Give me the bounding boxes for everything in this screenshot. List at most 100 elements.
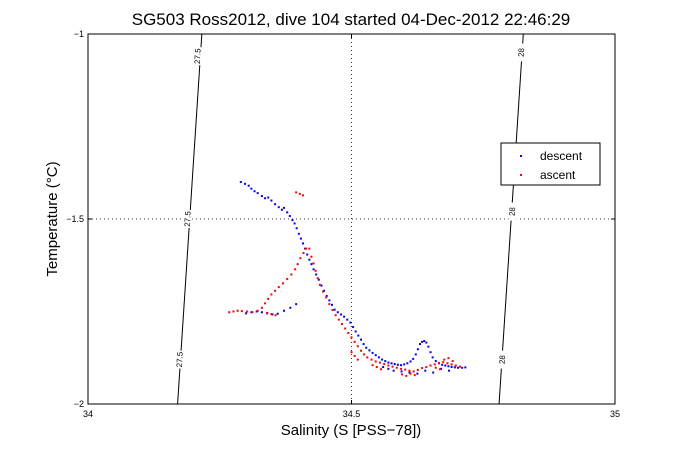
ascent-point xyxy=(251,311,254,314)
descent-point xyxy=(400,370,403,373)
descent-point xyxy=(403,363,406,366)
descent-point xyxy=(264,197,267,200)
ascent-point xyxy=(395,366,398,369)
isopycnal-label: 28 xyxy=(517,47,526,57)
descent-point xyxy=(365,346,368,349)
descent-point xyxy=(432,371,435,374)
descent-point xyxy=(464,366,467,369)
ascent-point xyxy=(375,366,378,368)
ascent-point xyxy=(344,327,347,330)
descent-point xyxy=(352,326,355,329)
descent-point xyxy=(315,273,318,276)
ascent-point xyxy=(425,366,428,368)
descent-point xyxy=(245,312,248,315)
descent-point xyxy=(381,358,384,361)
ascent-point xyxy=(302,252,305,255)
isopycnal-label: 28 xyxy=(508,206,517,216)
descent-point xyxy=(256,192,259,195)
ascent-point xyxy=(302,194,305,197)
isopycnal-label: 28 xyxy=(498,354,507,364)
ascent-point xyxy=(442,361,445,364)
isopycnal-label-bg-1-1 xyxy=(508,202,517,221)
ascent-point xyxy=(274,314,277,317)
ascent-point xyxy=(260,306,263,309)
ascent-point xyxy=(232,310,235,313)
ascent-point xyxy=(370,358,373,361)
descent-point xyxy=(304,247,307,250)
descent-point xyxy=(277,206,280,209)
descent-point xyxy=(293,222,296,225)
descent-point xyxy=(400,364,403,367)
descent-point xyxy=(424,369,427,372)
ascent-point xyxy=(267,297,270,300)
ascent-point xyxy=(256,309,259,312)
ascent-point xyxy=(412,370,415,373)
ascent-point xyxy=(286,277,289,280)
ascent-point xyxy=(409,372,412,375)
ascent-point xyxy=(447,357,450,360)
ascent-point xyxy=(443,358,446,361)
legend: descent ascent xyxy=(500,142,601,186)
descent-point xyxy=(239,181,242,183)
x-tick-label: 35 xyxy=(610,409,620,419)
legend-box xyxy=(500,142,601,186)
descent-point xyxy=(408,371,411,374)
ascent-point xyxy=(437,361,440,364)
descent-point xyxy=(289,306,292,309)
ascent-point xyxy=(450,363,453,366)
descent-point xyxy=(250,311,253,314)
ascent-point xyxy=(228,311,231,314)
descent-point xyxy=(414,353,417,356)
ascent-point xyxy=(334,314,337,317)
descent-point xyxy=(325,294,328,297)
axis-ticks: 34 34.5 35 −2 −1.5 −1 xyxy=(66,29,620,419)
ascent-point xyxy=(298,192,301,195)
descent-point xyxy=(247,184,250,187)
series-ascent xyxy=(228,191,462,377)
descent-point xyxy=(374,354,377,357)
descent-point xyxy=(421,340,424,343)
isopycnal-label-bg-0-2 xyxy=(176,350,185,369)
descent-point xyxy=(409,360,412,363)
ascent-point xyxy=(331,309,334,312)
descent-point xyxy=(419,343,422,346)
ascent-point xyxy=(328,303,331,306)
ascent-point xyxy=(363,353,366,356)
descent-point xyxy=(461,366,464,369)
descent-point xyxy=(295,303,298,306)
descent-point xyxy=(406,362,409,365)
ascent-point xyxy=(359,349,362,352)
isopycnal-label: 27.5 xyxy=(175,351,185,368)
ascent-point xyxy=(305,247,308,250)
density-contours: 27.5 27.5 27.5 28 28 28 xyxy=(175,33,526,405)
descent-point xyxy=(339,313,342,316)
descent-point xyxy=(260,195,263,198)
legend-label-ascent: ascent xyxy=(540,168,576,182)
descent-point xyxy=(270,199,273,202)
descent-point xyxy=(343,315,346,318)
descent-point xyxy=(429,351,432,354)
y-axis-label: Temperature (°C) xyxy=(44,161,61,276)
ascent-point xyxy=(266,311,269,314)
descent-point xyxy=(299,237,302,240)
ascent-point xyxy=(380,368,383,371)
descent-point xyxy=(387,367,390,370)
descent-point xyxy=(441,363,444,366)
descent-point xyxy=(308,258,311,261)
ascent-point xyxy=(295,191,298,194)
ascent-point xyxy=(281,282,284,285)
plot-area: 27.5 27.5 27.5 28 28 28 34 34.5 35 −2 −1.5 −1 xyxy=(66,29,620,419)
descent-point xyxy=(357,334,360,337)
descent-point xyxy=(320,284,323,287)
ascent-point xyxy=(347,331,350,334)
ascent-point xyxy=(314,269,317,272)
descent-point xyxy=(336,311,339,314)
ascent-point xyxy=(387,364,390,367)
ascent-point xyxy=(433,363,436,366)
descent-point xyxy=(250,187,253,190)
ascent-point xyxy=(312,262,315,265)
ascent-point xyxy=(290,273,293,276)
descent-point xyxy=(456,366,459,369)
ascent-point xyxy=(383,363,386,366)
